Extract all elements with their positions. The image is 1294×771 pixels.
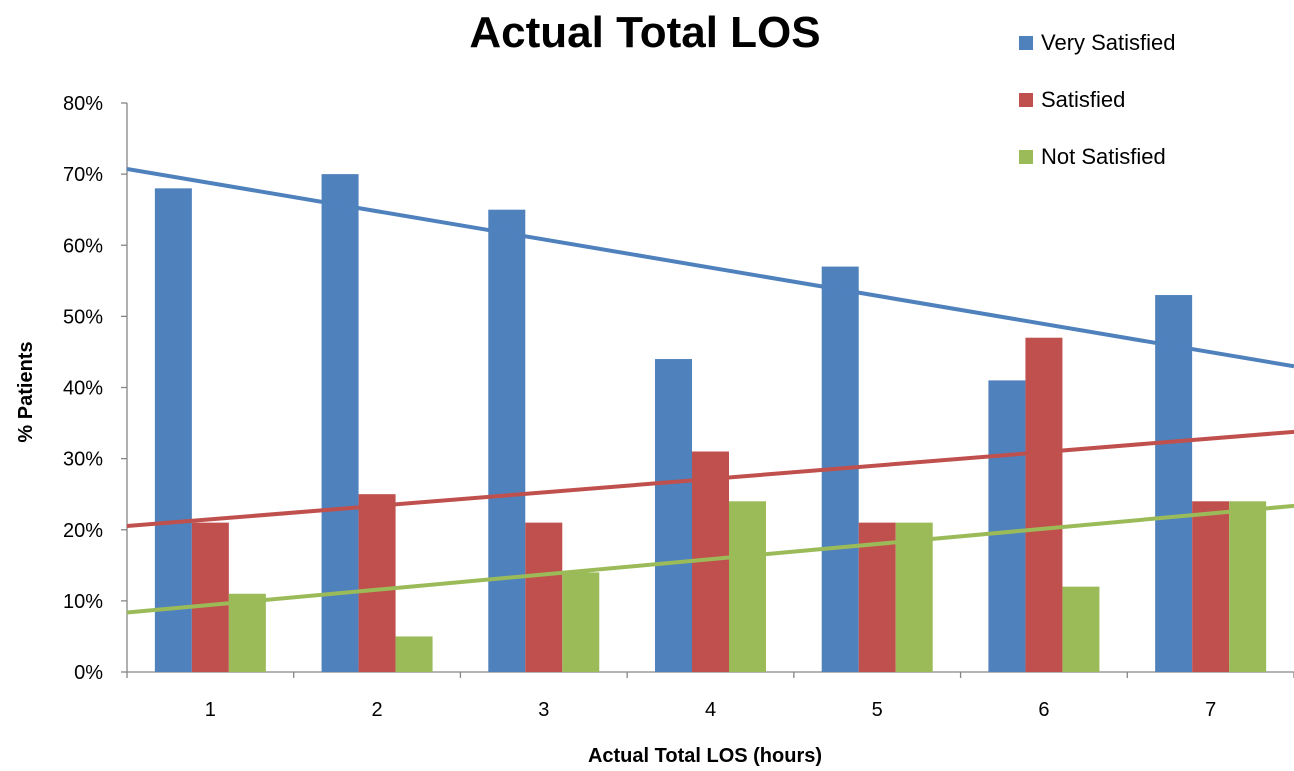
bar-not-satisfied: [895, 522, 933, 672]
x-axis-label: Actual Total LOS (hours): [588, 745, 822, 767]
bar-very-satisfied: [655, 359, 692, 672]
legend-swatch: [1019, 36, 1033, 50]
y-axis-label: % Patients: [15, 341, 37, 442]
bar-not-satisfied: [395, 636, 433, 672]
y-tick-label: 80%: [63, 93, 103, 115]
bar-satisfied: [525, 522, 563, 672]
legend-label: Very Satisfied: [1041, 30, 1176, 55]
bar-not-satisfied: [729, 501, 766, 672]
y-tick-label: 70%: [63, 164, 103, 186]
trendline-not-satisfied: [126, 503, 1294, 615]
trendline-very-satisfied: [126, 166, 1294, 369]
y-tick-label: 40%: [63, 378, 103, 400]
x-tick-label: 5: [872, 699, 883, 721]
y-tick-label: 20%: [63, 520, 103, 542]
bar-not-satisfied: [562, 572, 600, 672]
y-tick-label: 50%: [63, 306, 103, 328]
bar-very-satisfied: [1155, 295, 1193, 672]
bar-very-satisfied: [154, 188, 192, 672]
x-tick-label: 2: [372, 699, 383, 721]
bar-not-satisfied: [228, 593, 266, 672]
bar-satisfied: [1192, 501, 1230, 672]
legend-swatch: [1019, 150, 1033, 164]
legend: Very Satisfied Satisfied Not Satisfied: [1019, 30, 1176, 169]
bar-satisfied: [358, 494, 396, 672]
x-tick-label: 7: [1205, 699, 1216, 721]
bar-very-satisfied: [488, 209, 526, 672]
plot-area: 0% 10% 20% 30% 40% 50% 60% 70% 80% 1 2 3 4 5 6 7: [63, 93, 1294, 721]
legend-swatch: [1019, 93, 1033, 107]
bar-very-satisfied: [321, 174, 359, 672]
legend-label: Satisfied: [1041, 87, 1125, 112]
bar-satisfied: [1025, 337, 1063, 672]
y-tick-label: 0%: [74, 662, 103, 684]
x-tick-label: 6: [1038, 699, 1049, 721]
bar-not-satisfied: [1062, 586, 1100, 672]
x-tick-label: 1: [205, 699, 216, 721]
y-tick-label: 10%: [63, 591, 103, 613]
y-tick-label: 60%: [63, 235, 103, 257]
trendline-satisfied: [126, 429, 1294, 529]
bar-satisfied: [858, 522, 896, 672]
bar-satisfied: [191, 522, 229, 672]
bar-not-satisfied: [1229, 501, 1267, 672]
bar-very-satisfied: [988, 380, 1026, 672]
x-tick-label: 3: [538, 699, 549, 721]
chart-title: Actual Total LOS: [469, 8, 820, 57]
legend-label: Not Satisfied: [1041, 144, 1166, 169]
y-tick-label: 30%: [63, 449, 103, 471]
x-tick-label: 4: [705, 699, 716, 721]
